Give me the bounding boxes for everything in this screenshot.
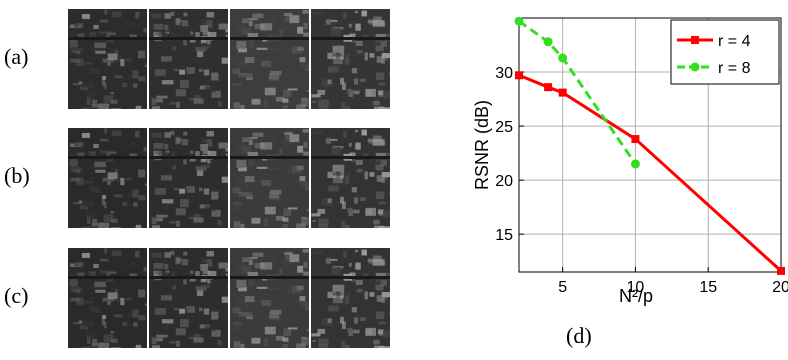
y-tick-label: 25: [495, 119, 513, 136]
legend-label: r = 8: [718, 60, 751, 77]
aerial-image-tile: [68, 248, 147, 348]
data-point: [777, 266, 785, 275]
row-label: (c): [4, 283, 29, 308]
row-label: (a): [4, 44, 29, 69]
legend: [670, 19, 780, 85]
legend-marker: [691, 36, 699, 44]
plot-frame: [518, 17, 782, 273]
aerial-image-tile: [230, 128, 309, 228]
x-axis-label: N²/p: [619, 286, 653, 306]
aerial-image-tile: [149, 9, 228, 109]
aerial-image-tile: [149, 128, 228, 228]
series-line: [518, 20, 637, 165]
x-tick-label: 20: [772, 279, 788, 296]
data-point: [558, 53, 568, 63]
x-tick-label: 10: [627, 279, 645, 296]
x-tick-label: 15: [699, 279, 717, 296]
legend-label: r = 4: [718, 33, 751, 50]
data-point: [514, 16, 524, 26]
aerial-image-tile: [68, 128, 147, 228]
aerial-image-tile: [230, 248, 309, 348]
aerial-image-tile: [311, 248, 390, 348]
legend-marker: [690, 62, 700, 72]
row-label: (b): [4, 163, 30, 188]
data-point: [515, 71, 523, 80]
y-tick-label: 15: [495, 227, 513, 244]
x-tick-label: 5: [558, 279, 567, 296]
subplot-label: (d): [566, 323, 592, 348]
data-point: [630, 159, 640, 169]
data-point: [543, 37, 553, 47]
y-axis-label: RSNR (dB): [472, 100, 492, 190]
aerial-image-tile: [311, 128, 390, 228]
aerial-image-tile: [311, 9, 390, 109]
data-point: [631, 135, 640, 144]
y-tick-label: 30: [495, 65, 513, 82]
data-point: [558, 88, 567, 97]
aerial-image-tile: [230, 9, 309, 109]
aerial-image-tile: [68, 9, 147, 109]
y-tick-label: 20: [495, 173, 513, 190]
data-point: [544, 83, 553, 92]
aerial-image-tile: [149, 248, 228, 348]
